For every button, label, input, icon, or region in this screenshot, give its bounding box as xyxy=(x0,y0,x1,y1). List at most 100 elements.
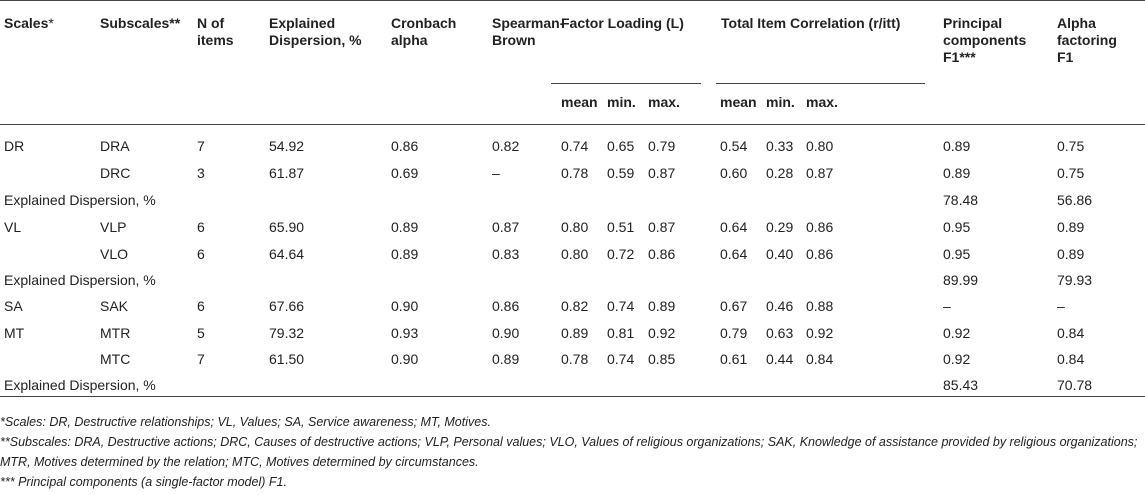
cell-pc: 78.48 xyxy=(943,192,979,208)
cell-sb: – xyxy=(492,165,500,181)
cell-icmax: 0.80 xyxy=(806,138,834,154)
cell-ed: 54.92 xyxy=(269,138,305,154)
cell-pc: 89.99 xyxy=(943,272,979,288)
header-fl-min: min. xyxy=(607,94,636,110)
cell-af: 0.89 xyxy=(1057,219,1085,235)
cell-icmin: 0.28 xyxy=(766,165,794,181)
cell-icmean: 0.61 xyxy=(720,351,748,367)
cell-ed: 79.32 xyxy=(269,325,305,341)
header-item-correlation: Total Item Correlation (r/itt) xyxy=(721,15,901,31)
cell-icmin: 0.44 xyxy=(766,351,794,367)
footnote-scales: *Scales: DR, Destructive relationships; … xyxy=(0,415,491,429)
cell-flmean: 0.74 xyxy=(561,138,589,154)
cell-ed: 61.87 xyxy=(269,165,305,181)
cell-pc: 85.43 xyxy=(943,377,979,393)
cell-pc: – xyxy=(943,298,951,314)
cell-ca: 0.89 xyxy=(391,219,419,235)
cell-n: 5 xyxy=(197,325,205,341)
header-fl-mean: mean xyxy=(561,94,598,110)
cell-sub: MTR xyxy=(100,325,131,341)
cell-ca: 0.89 xyxy=(391,246,419,262)
cell-flmax: 0.86 xyxy=(648,246,676,262)
cell-pc: 0.89 xyxy=(943,138,971,154)
cell-icmean: 0.67 xyxy=(720,298,748,314)
cell-icmean: 0.64 xyxy=(720,246,748,262)
cell-flmax: 0.85 xyxy=(648,351,676,367)
cell-flmin: 0.59 xyxy=(607,165,635,181)
cell-ed: 65.90 xyxy=(269,219,305,235)
cell-pc: 0.92 xyxy=(943,351,971,367)
footnote-subscales: **Subscales: DRA, Destructive actions; D… xyxy=(0,435,1138,469)
cell-sub: SAK xyxy=(100,298,129,314)
cell-sb: 0.83 xyxy=(492,246,520,262)
header-subscales: Subscales** xyxy=(100,15,181,31)
header-factor-loading: Factor Loading (L) xyxy=(561,15,684,31)
cell-flmax: 0.87 xyxy=(648,219,676,235)
cell-ed: 64.64 xyxy=(269,246,305,262)
header-ic-max: max. xyxy=(806,94,838,110)
cell-n: 6 xyxy=(197,298,205,314)
cell-ca: 0.90 xyxy=(391,298,419,314)
header-explained-dispersion: Explained Dispersion, % xyxy=(269,15,362,48)
cell-pc: 0.89 xyxy=(943,165,971,181)
header-ic-min: min. xyxy=(766,94,795,110)
cell-flmean: 0.80 xyxy=(561,219,589,235)
cell-icmax: 0.86 xyxy=(806,246,834,262)
header-alpha-factoring: Alpha factoring F1 xyxy=(1057,15,1117,65)
cell-flmean: 0.80 xyxy=(561,246,589,262)
footnotes: *Scales: DR, Destructive relationships; … xyxy=(0,412,1145,492)
cell-flmin: 0.74 xyxy=(607,351,635,367)
header-scales: Scales* xyxy=(4,15,54,31)
cell-n: 3 xyxy=(197,165,205,181)
explained-dispersion-label: Explained Dispersion, % xyxy=(4,272,156,288)
cell-flmin: 0.65 xyxy=(607,138,635,154)
cell-scale: SA xyxy=(4,298,23,314)
cell-ca: 0.86 xyxy=(391,138,419,154)
header-n-items: N of items xyxy=(197,15,234,48)
cell-ed: 67.66 xyxy=(269,298,305,314)
cell-flmax: 0.89 xyxy=(648,298,676,314)
explained-dispersion-label: Explained Dispersion, % xyxy=(4,192,156,208)
cell-n: 6 xyxy=(197,246,205,262)
header-principal-components: Principal components F1*** xyxy=(943,15,1027,65)
cell-af: 0.89 xyxy=(1057,246,1085,262)
cell-flmean: 0.82 xyxy=(561,298,589,314)
explained-dispersion-label: Explained Dispersion, % xyxy=(4,377,156,393)
header-cronbach-alpha: Cronbach alpha xyxy=(391,15,457,48)
cell-af: 70.78 xyxy=(1057,377,1093,393)
cell-icmax: 0.86 xyxy=(806,219,834,235)
cell-icmin: 0.46 xyxy=(766,298,794,314)
cell-af: 79.93 xyxy=(1057,272,1093,288)
cell-n: 7 xyxy=(197,351,205,367)
cell-sb: 0.86 xyxy=(492,298,520,314)
cell-flmean: 0.78 xyxy=(561,351,589,367)
cell-n: 7 xyxy=(197,138,205,154)
cell-sub: DRC xyxy=(100,165,131,181)
cell-flmin: 0.74 xyxy=(607,298,635,314)
table-bottom-rule xyxy=(0,396,1145,397)
factor-loading-rule xyxy=(551,83,701,84)
header-bottom-rule xyxy=(0,124,1145,125)
cell-icmean: 0.54 xyxy=(720,138,748,154)
cell-flmax: 0.87 xyxy=(648,165,676,181)
cell-flmin: 0.72 xyxy=(607,246,635,262)
table-top-rule xyxy=(0,0,1145,1)
cell-pc: 0.92 xyxy=(943,325,971,341)
cell-flmax: 0.92 xyxy=(648,325,676,341)
cell-flmax: 0.79 xyxy=(648,138,676,154)
cell-ed: 61.50 xyxy=(269,351,305,367)
cell-sub: DRA xyxy=(100,138,130,154)
cell-pc: 0.95 xyxy=(943,219,971,235)
header-spearman-brown: Spearman-Brown xyxy=(492,15,565,48)
cell-flmin: 0.51 xyxy=(607,219,635,235)
cell-ca: 0.90 xyxy=(391,351,419,367)
cell-icmax: 0.87 xyxy=(806,165,834,181)
header-fl-max: max. xyxy=(648,94,680,110)
cell-sb: 0.89 xyxy=(492,351,520,367)
cell-sb: 0.90 xyxy=(492,325,520,341)
cell-sub: MTC xyxy=(100,351,131,367)
cell-af: 0.84 xyxy=(1057,325,1085,341)
cell-ca: 0.69 xyxy=(391,165,419,181)
cell-icmean: 0.79 xyxy=(720,325,748,341)
cell-icmin: 0.63 xyxy=(766,325,794,341)
